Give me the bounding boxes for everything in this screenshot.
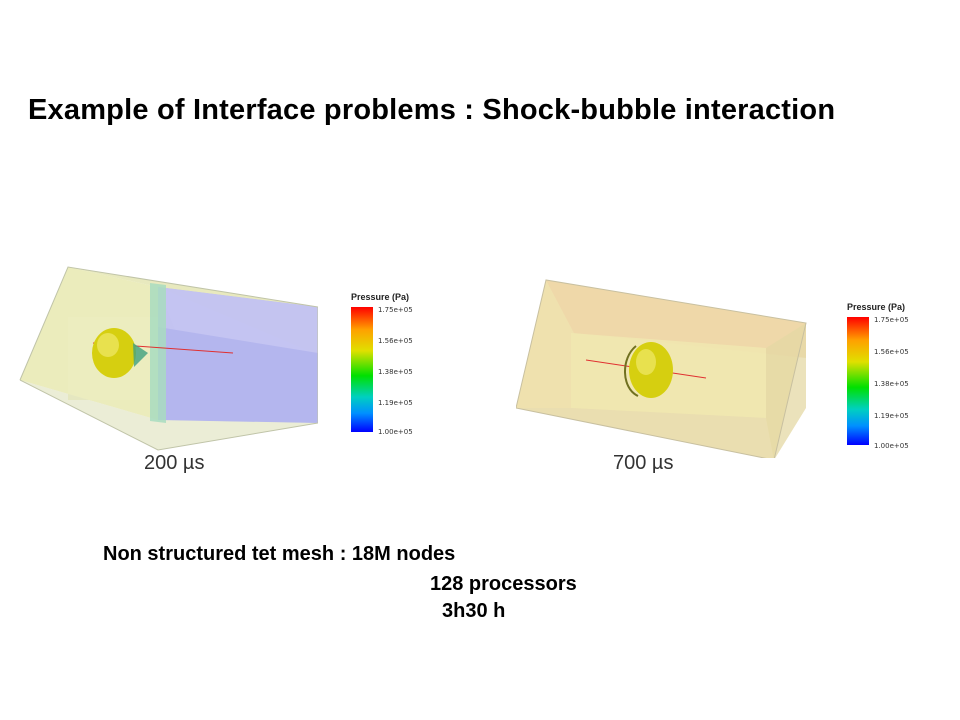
time-label-700us: 700 µs bbox=[613, 452, 674, 474]
runtime-info: 3h30 h bbox=[442, 600, 506, 622]
legend-colorbar bbox=[351, 307, 373, 432]
pressure-legend-700us: Pressure (Pa) 1.75e+05 1.56e+05 1.38e+05… bbox=[847, 302, 909, 450]
mesh-info: Non structured tet mesh : 18M nodes bbox=[103, 543, 456, 565]
legend-tick: 1.75e+05 bbox=[874, 316, 909, 324]
legend-tick: 1.19e+05 bbox=[378, 399, 413, 407]
simulation-panel-200us: 200 µs Pressure (Pa) 1.75e+05 1.56e+05 1… bbox=[18, 245, 413, 474]
time-label-200us: 200 µs bbox=[144, 452, 205, 474]
legend-tick: 1.38e+05 bbox=[874, 380, 909, 388]
simulation-render-700us bbox=[516, 279, 807, 458]
processors-info: 128 processors bbox=[430, 573, 577, 595]
legend-tick: 1.56e+05 bbox=[378, 337, 413, 345]
legend-tick: 1.19e+05 bbox=[874, 412, 909, 420]
simulation-render-200us bbox=[19, 266, 318, 451]
pressure-legend-200us: Pressure (Pa) 1.75e+05 1.56e+05 1.38e+05… bbox=[351, 292, 413, 436]
simulation-panel-700us: 700 µs Pressure (Pa) 1.75e+05 1.56e+05 1… bbox=[516, 278, 909, 474]
legend-tick: 1.38e+05 bbox=[378, 368, 413, 376]
legend-tick: 1.75e+05 bbox=[378, 306, 413, 314]
legend-tick: 1.56e+05 bbox=[874, 348, 909, 356]
slide-title: Example of Interface problems : Shock-bu… bbox=[28, 94, 836, 126]
legend-tick: 1.00e+05 bbox=[874, 442, 909, 450]
legend-title: Pressure (Pa) bbox=[847, 302, 906, 312]
legend-title: Pressure (Pa) bbox=[351, 292, 410, 302]
legend-colorbar bbox=[847, 317, 869, 445]
legend-tick: 1.00e+05 bbox=[378, 428, 413, 436]
